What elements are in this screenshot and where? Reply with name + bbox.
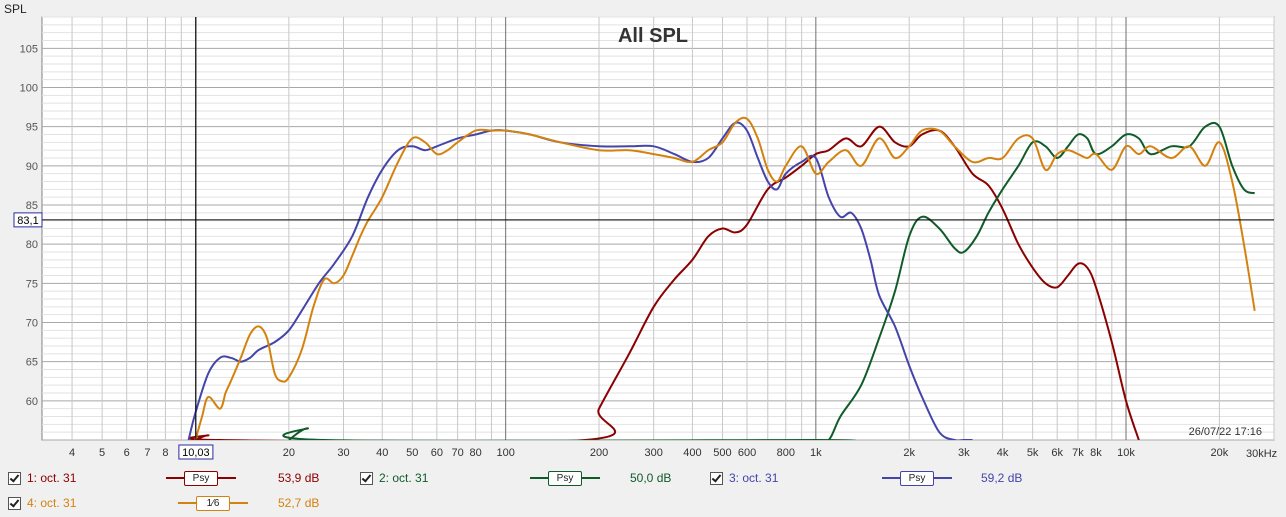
x-unit-label: 30kHz xyxy=(1246,448,1277,460)
x-tick-label: 1k xyxy=(810,447,822,459)
series-3-line xyxy=(187,121,973,440)
series-3-checkbox[interactable] xyxy=(710,471,723,485)
y-tick-label: 95 xyxy=(26,122,38,134)
y-tick-label: 85 xyxy=(26,200,38,212)
legend-item-2[interactable]: 2: oct. 31 xyxy=(360,468,428,488)
y-axis-label: SPL xyxy=(4,2,27,16)
series-2-swatch[interactable]: Psy xyxy=(530,468,600,488)
x-tick-label: 3k xyxy=(958,447,970,459)
cursor-y-readout: 83,1 xyxy=(17,215,38,227)
y-tick-label: 100 xyxy=(20,83,38,95)
series-2-checkbox[interactable] xyxy=(360,471,373,485)
legend-item-4[interactable]: 4: oct. 31 xyxy=(8,493,76,513)
x-tick-label: 70 xyxy=(451,447,463,459)
x-tick-label: 4k xyxy=(997,447,1009,459)
x-tick-label: 2k xyxy=(903,447,915,459)
y-tick-label: 75 xyxy=(26,278,38,290)
series-4-smoothing: 1⁄6 xyxy=(196,496,230,511)
x-tick-label: 8k xyxy=(1090,447,1102,459)
series-2-line xyxy=(282,121,1256,440)
y-tick-label: 105 xyxy=(20,43,38,55)
x-tick-label: 200 xyxy=(590,447,608,459)
x-tick-label: 20k xyxy=(1211,447,1229,459)
y-tick-label: 70 xyxy=(26,318,38,330)
y-tick-label: 65 xyxy=(26,357,38,369)
x-tick-label: 4 xyxy=(69,447,75,459)
series-3-value: 59,2 dB xyxy=(981,471,1023,485)
x-tick-label: 5 xyxy=(99,447,105,459)
x-tick-label: 100 xyxy=(496,447,514,459)
legend-item-1[interactable]: 1: oct. 31 xyxy=(8,468,76,488)
series-1-line xyxy=(189,125,1140,440)
cursor-y-readout-box xyxy=(13,212,43,228)
cursor[interactable]: 83,1 10,03 xyxy=(13,17,1274,460)
cursor-x-readout-box xyxy=(178,444,214,460)
x-tick-label: 6k xyxy=(1051,447,1063,459)
series-1-checkbox[interactable] xyxy=(8,471,21,485)
x-tick-label: 500 xyxy=(713,447,731,459)
x-tick-label: 300 xyxy=(644,447,662,459)
x-tick-label: 20 xyxy=(283,447,295,459)
series-4-swatch[interactable]: 1⁄6 xyxy=(178,493,248,513)
x-tick-label: 8 xyxy=(162,447,168,459)
series-3-label: 3: oct. 31 xyxy=(729,471,779,485)
chart-title: All SPL xyxy=(618,25,688,47)
y-tick-label: 60 xyxy=(26,396,38,408)
x-tick-label: 7k xyxy=(1072,447,1084,459)
series-1-value: 53,9 dB xyxy=(278,471,320,485)
series-2-value: 50,0 dB xyxy=(630,471,672,485)
series-4-value: 52,7 dB xyxy=(278,496,320,510)
series-2-smoothing: Psy xyxy=(548,471,582,486)
spl-chart[interactable]: 83,1 10,03 60 65 70 75 80 85 90 95 100 105 4 5 6 7 8 20 3… xyxy=(0,0,1286,465)
legend-row-1: 1: oct. 31 Psy 53,9 dB 2: oct. 31 Psy 50… xyxy=(0,468,1286,488)
legend-row-2: 4: oct. 31 1⁄6 52,7 dB xyxy=(0,493,1286,513)
x-tick-label: 50 xyxy=(406,447,418,459)
tick-labels: 60 65 70 75 80 85 90 95 100 105 4 5 6 7 8 20 30 40 50 60 70 8… xyxy=(20,43,1229,459)
x-tick-label: 5k xyxy=(1027,447,1039,459)
x-tick-label: 400 xyxy=(683,447,701,459)
x-tick-label: 800 xyxy=(777,447,795,459)
x-tick-label: 40 xyxy=(376,447,388,459)
y-tick-label: 90 xyxy=(26,161,38,173)
x-tick-label: 7 xyxy=(144,447,150,459)
x-tick-label: 60 xyxy=(431,447,443,459)
x-tick-label: 30 xyxy=(337,447,349,459)
series-2-label: 2: oct. 31 xyxy=(379,471,429,485)
series-4-label: 4: oct. 31 xyxy=(27,496,77,510)
series-3-smoothing: Psy xyxy=(900,471,934,486)
x-tick-label: 80 xyxy=(469,447,481,459)
series-layer xyxy=(187,116,1256,440)
x-tick-label: 10k xyxy=(1117,447,1135,459)
cursor-x-readout: 10,03 xyxy=(182,447,210,459)
series-4-line xyxy=(194,116,1256,440)
series-3-swatch[interactable]: Psy xyxy=(882,468,952,488)
timestamp: 26/07/22 17:16 xyxy=(1189,426,1262,438)
x-tick-label: 6 xyxy=(124,447,130,459)
series-1-smoothing: Psy xyxy=(184,471,218,486)
series-1-label: 1: oct. 31 xyxy=(27,471,77,485)
y-tick-label: 80 xyxy=(26,239,38,251)
legend-item-3[interactable]: 3: oct. 31 xyxy=(710,468,778,488)
x-tick-label: 600 xyxy=(738,447,756,459)
series-1-swatch[interactable]: Psy xyxy=(166,468,236,488)
series-4-checkbox[interactable] xyxy=(8,496,21,510)
